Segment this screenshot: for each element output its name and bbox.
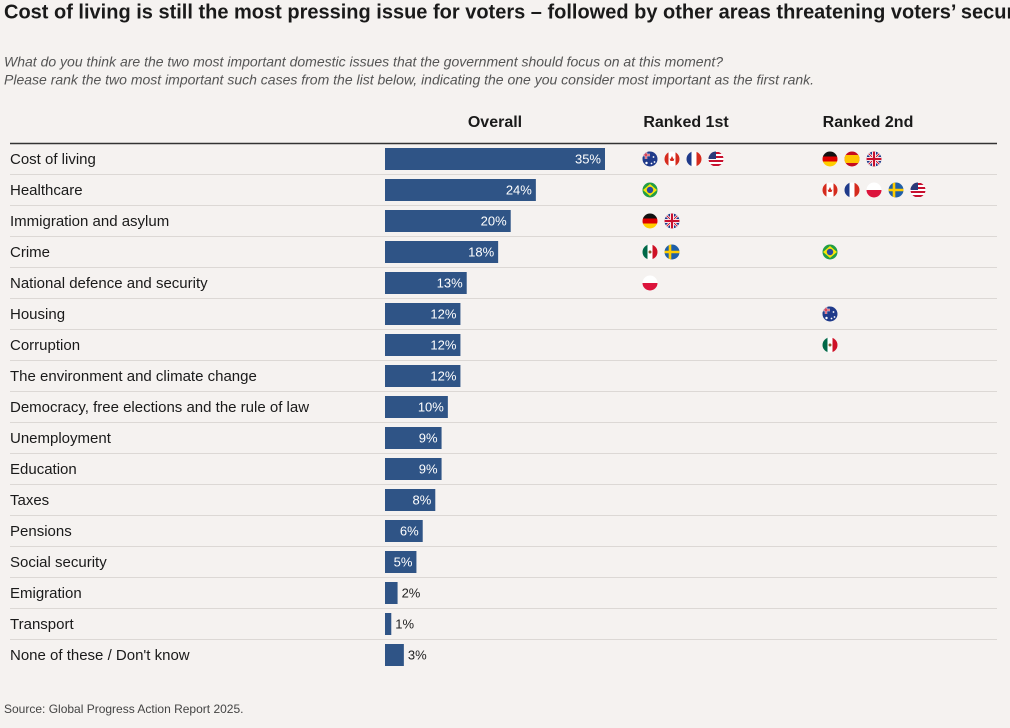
category-label: Cost of living xyxy=(10,151,96,168)
value-label: 8% xyxy=(412,492,431,507)
flag xyxy=(708,151,724,167)
value-label: 12% xyxy=(430,337,456,352)
flag xyxy=(686,151,703,167)
bar xyxy=(385,489,436,511)
flag xyxy=(642,182,658,198)
category-label: Unemployment xyxy=(10,430,112,447)
value-label: 9% xyxy=(419,461,438,476)
flag xyxy=(642,151,658,167)
category-label: Pensions xyxy=(10,523,72,540)
value-label: 18% xyxy=(468,244,494,259)
column-header: Overall xyxy=(468,114,522,131)
category-label: Immigration and asylum xyxy=(10,213,169,230)
category-label: Social security xyxy=(10,554,107,571)
value-label: 2% xyxy=(402,585,421,600)
value-label: 10% xyxy=(418,399,444,414)
category-label: Taxes xyxy=(10,492,49,509)
flag xyxy=(822,244,838,260)
category-label: Transport xyxy=(10,616,74,633)
flag xyxy=(642,213,658,230)
value-label: 3% xyxy=(408,647,427,662)
value-label: 13% xyxy=(437,275,463,290)
bar xyxy=(385,582,398,604)
value-label: 20% xyxy=(481,213,507,228)
flag xyxy=(642,275,658,291)
bar xyxy=(385,458,442,480)
column-header: Ranked 2nd xyxy=(823,114,914,131)
value-label: 6% xyxy=(400,523,419,538)
category-label: Democracy, free elections and the rule o… xyxy=(10,399,309,416)
category-label: Housing xyxy=(10,306,65,323)
bar xyxy=(385,272,467,294)
category-label: Emigration xyxy=(10,585,82,602)
flag xyxy=(664,151,680,167)
source: Source: Global Progress Action Report 20… xyxy=(4,702,243,716)
flag xyxy=(866,151,882,167)
category-label: Education xyxy=(10,461,77,478)
flag xyxy=(822,306,838,322)
value-label: 24% xyxy=(506,182,532,197)
flag xyxy=(642,244,659,260)
flag xyxy=(910,182,926,198)
category-label: Healthcare xyxy=(10,182,83,199)
flag xyxy=(822,151,838,168)
value-label: 1% xyxy=(395,616,414,631)
bar xyxy=(385,179,536,201)
bar xyxy=(385,427,442,449)
value-label: 35% xyxy=(575,151,601,166)
bar xyxy=(385,551,417,573)
category-label: The environment and climate change xyxy=(10,368,257,385)
bar xyxy=(385,148,605,170)
subtitle: Please rank the two most important such … xyxy=(4,72,814,88)
column-header: Ranked 1st xyxy=(643,114,729,131)
category-label: Crime xyxy=(10,244,50,261)
flag xyxy=(866,182,882,198)
flag xyxy=(664,244,680,260)
category-label: National defence and security xyxy=(10,275,208,292)
flag xyxy=(664,213,680,229)
flag xyxy=(844,151,860,167)
bar xyxy=(385,334,461,356)
category-label: Corruption xyxy=(10,337,80,354)
chart-title: Cost of living is still the most pressin… xyxy=(4,1,1010,23)
value-label: 12% xyxy=(430,306,456,321)
flag xyxy=(844,182,861,198)
value-label: 5% xyxy=(394,554,413,569)
flag xyxy=(822,182,838,198)
bar xyxy=(385,365,461,387)
subtitle: What do you think are the two most impor… xyxy=(4,54,723,70)
flag xyxy=(822,337,839,353)
value-label: 9% xyxy=(419,430,438,445)
bar xyxy=(385,303,461,325)
bar xyxy=(385,613,392,635)
flags xyxy=(642,151,926,353)
value-label: 12% xyxy=(430,368,456,383)
bar xyxy=(385,396,448,418)
flag xyxy=(888,182,904,198)
bar xyxy=(385,241,499,263)
bar xyxy=(385,644,404,666)
bar xyxy=(385,210,511,232)
bar xyxy=(385,520,423,542)
category-label: None of these / Don't know xyxy=(10,647,190,664)
